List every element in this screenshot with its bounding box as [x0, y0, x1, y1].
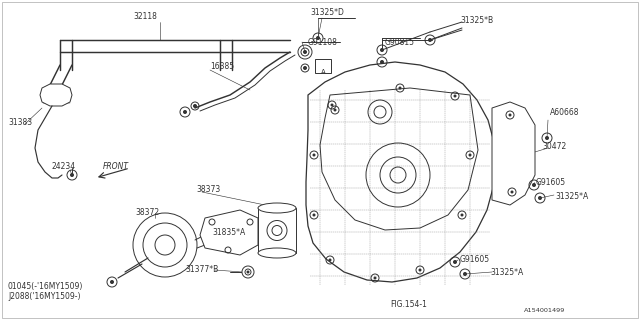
Text: A: A	[321, 69, 325, 75]
Circle shape	[110, 280, 114, 284]
Text: 31377*B: 31377*B	[185, 265, 218, 274]
Text: 31325*A: 31325*A	[490, 268, 524, 277]
Ellipse shape	[258, 203, 296, 213]
Polygon shape	[492, 102, 535, 205]
Text: G91108: G91108	[308, 38, 338, 47]
Text: 38373: 38373	[196, 185, 220, 194]
Text: FRONT: FRONT	[103, 162, 129, 171]
Text: G90815: G90815	[385, 38, 415, 47]
Text: 16385: 16385	[210, 62, 234, 71]
Circle shape	[399, 86, 401, 90]
Text: 31325*B: 31325*B	[460, 16, 493, 25]
Circle shape	[303, 66, 307, 70]
Circle shape	[545, 136, 549, 140]
Circle shape	[461, 213, 463, 217]
Circle shape	[538, 196, 542, 200]
Text: A154001499: A154001499	[524, 308, 565, 313]
Text: 30472: 30472	[542, 142, 566, 151]
Circle shape	[303, 50, 307, 54]
Circle shape	[511, 190, 513, 194]
Circle shape	[333, 108, 337, 111]
Circle shape	[312, 154, 316, 156]
Text: 32118: 32118	[133, 12, 157, 21]
Circle shape	[532, 183, 536, 187]
FancyBboxPatch shape	[315, 59, 331, 73]
Circle shape	[380, 60, 384, 64]
Text: 31325*A: 31325*A	[555, 192, 588, 201]
Circle shape	[428, 38, 432, 42]
Text: G91605: G91605	[460, 255, 490, 264]
Text: 31383: 31383	[8, 118, 32, 127]
Polygon shape	[306, 62, 496, 282]
Bar	[258, 208, 296, 253]
Ellipse shape	[258, 248, 296, 258]
Text: G91605: G91605	[536, 178, 566, 187]
Text: A60668: A60668	[550, 108, 579, 117]
Circle shape	[193, 104, 197, 108]
Text: 38372: 38372	[135, 208, 159, 217]
Circle shape	[328, 259, 332, 261]
Circle shape	[419, 268, 422, 271]
Circle shape	[312, 213, 316, 217]
Text: FIG.154-1: FIG.154-1	[390, 300, 427, 309]
Circle shape	[242, 266, 254, 278]
Circle shape	[380, 48, 384, 52]
Text: J2088('16MY1509-): J2088('16MY1509-)	[8, 292, 81, 301]
Circle shape	[330, 103, 333, 107]
Circle shape	[183, 110, 187, 114]
Circle shape	[509, 114, 511, 116]
Circle shape	[374, 276, 376, 279]
Text: 31325*D: 31325*D	[310, 8, 344, 17]
Text: 01045(-'16MY1509): 01045(-'16MY1509)	[8, 282, 83, 291]
Polygon shape	[40, 84, 72, 106]
Polygon shape	[200, 210, 258, 255]
Circle shape	[454, 94, 456, 98]
Circle shape	[453, 260, 457, 264]
Circle shape	[316, 36, 320, 40]
Circle shape	[246, 270, 250, 274]
Text: 24234: 24234	[52, 162, 76, 171]
Circle shape	[463, 272, 467, 276]
Circle shape	[468, 154, 472, 156]
Text: 31835*A: 31835*A	[212, 228, 245, 237]
Circle shape	[70, 173, 74, 177]
